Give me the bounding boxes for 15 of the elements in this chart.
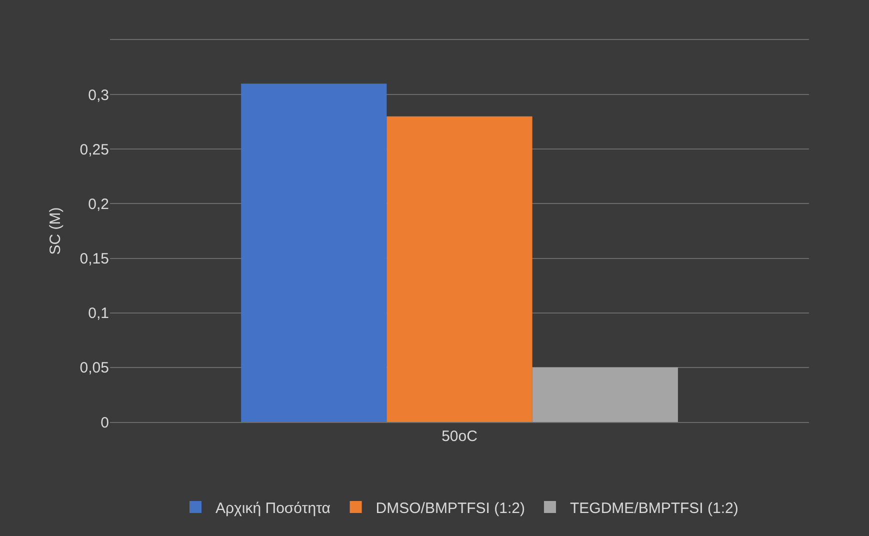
bar	[241, 84, 387, 422]
y-tick-label: 0,15	[80, 250, 109, 268]
legend-label: Αρχική Ποσότητα	[216, 500, 331, 517]
y-tick-label: 0	[100, 414, 109, 432]
y-tick-label: 0,2	[88, 196, 109, 213]
y-tick-label: 0,1	[88, 305, 109, 322]
y-tick-label: 0,05	[80, 360, 109, 377]
bar	[532, 367, 678, 422]
y-tick-label: 0,3	[88, 86, 109, 104]
bar	[386, 116, 532, 422]
y-axis-title: SC (M)	[47, 207, 64, 255]
legend-label: DMSO/BMPTFSI (1:2)	[376, 500, 525, 517]
x-tick-label: 50oC	[442, 428, 478, 445]
legend-label: TEGDME/BMPTFSI (1:2)	[570, 500, 738, 517]
y-tick-label: 0,25	[80, 141, 109, 158]
